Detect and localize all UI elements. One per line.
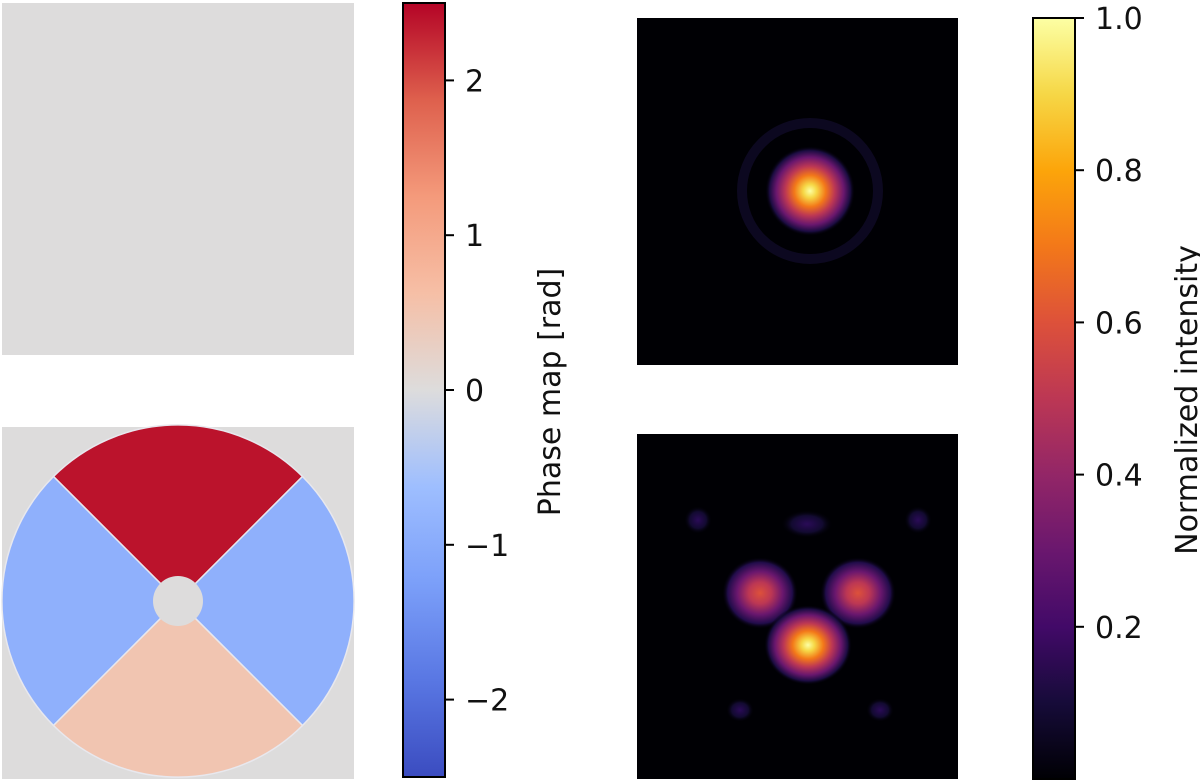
phase-segment-right — [176, 475, 355, 727]
psf-side-lobe-left — [722, 557, 798, 629]
phase-colorbar-tick-label: 2 — [465, 64, 484, 99]
intensity-colorbar: 1.0 0.8 0.6 0.4 0.2 Normalized intensity — [1032, 2, 1200, 780]
intensity-colorbar-tick-label: 0.8 — [1095, 154, 1143, 189]
intensity-colorbar-label: Normalized intensity — [1170, 245, 1200, 555]
phase-colorbar-label: Phase map [rad] — [533, 268, 568, 516]
intensity-colorbar-tick-label: 0.4 — [1095, 459, 1143, 494]
phase-segment-bottom — [52, 599, 304, 778]
phase-colorbar-tick-label: −2 — [465, 684, 509, 719]
psf-main-peak — [764, 605, 852, 685]
psf-airy-ring — [737, 118, 883, 264]
phase-colorbar-tick-label: −1 — [465, 529, 509, 564]
psf-side-lobe-right — [820, 557, 896, 629]
phase-segment-top — [52, 424, 304, 603]
psf-core-peak — [765, 146, 855, 236]
phase-colorbar-tick-label: 0 — [465, 374, 484, 409]
psf-faint-lobe-top — [781, 510, 833, 538]
phase-panel-quadrant — [1, 424, 355, 779]
phase-colorbar-tick-label: 1 — [465, 219, 484, 254]
psf-faint-lobe-left — [684, 506, 712, 534]
phase-segment-left — [1, 475, 180, 727]
intensity-colorbar-tick-label: 0.6 — [1095, 306, 1143, 341]
psf-faint-lobe-right — [904, 506, 932, 534]
intensity-colorbar-gradient — [1032, 17, 1076, 780]
intensity-colorbar-tick-label: 1.0 — [1095, 2, 1143, 37]
intensity-colorbar-tick-label: 0.2 — [1095, 611, 1143, 646]
phase-colorbar: 2 1 0 −1 −2 Phase map [rad] — [402, 2, 568, 778]
psf-panel-quadrant — [637, 434, 958, 779]
psf-faint-lobe-bottom-right — [866, 698, 894, 722]
phase-panel-flat — [2, 3, 354, 355]
psf-panel-flat — [637, 18, 958, 365]
central-obstruction — [153, 576, 203, 626]
psf-faint-lobe-bottom-left — [726, 698, 754, 722]
phase-colorbar-gradient — [402, 2, 446, 778]
